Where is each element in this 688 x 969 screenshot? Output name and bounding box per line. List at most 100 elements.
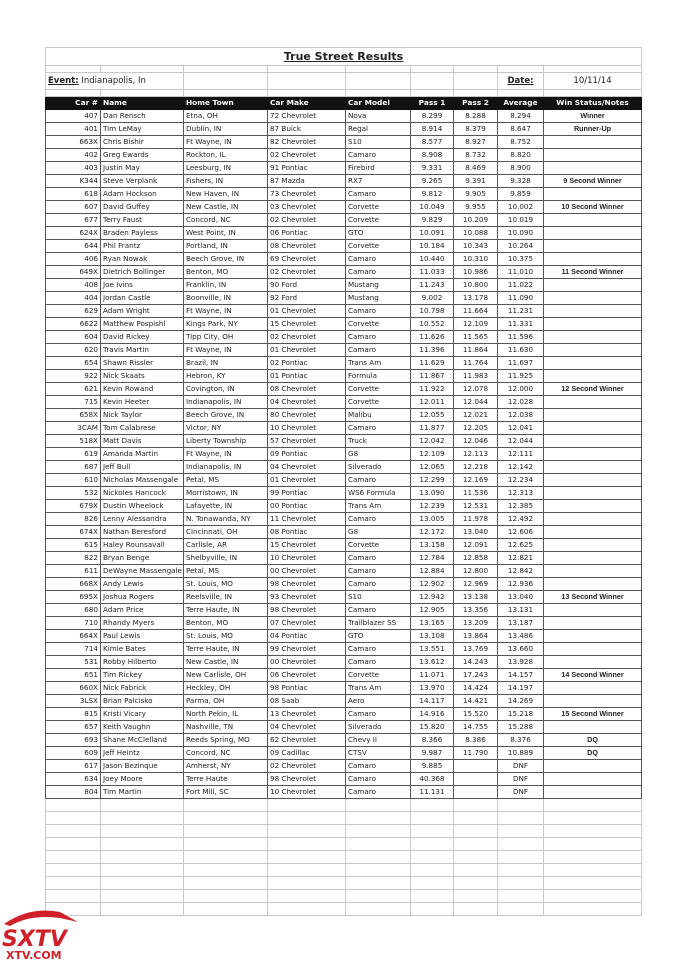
cell-average[interactable]: 12.313 <box>497 486 544 500</box>
cell-car-make[interactable]: 04 Pontiac <box>267 629 346 643</box>
cell-pass-1[interactable]: 13.005 <box>410 512 454 526</box>
cell-car-make[interactable]: 08 Saab <box>267 694 346 708</box>
cell-home-town[interactable]: Victor, NY <box>183 421 268 435</box>
cell-pass-1[interactable]: 11.033 <box>410 265 454 279</box>
cell-pass-1[interactable]: 40.368 <box>410 772 454 786</box>
cell-name[interactable]: DeWayne Massengale <box>100 564 184 578</box>
cell-notes[interactable] <box>542 304 643 318</box>
date-value[interactable]: 10/11/14 <box>542 72 643 90</box>
cell-pass-1[interactable]: 9.812 <box>410 187 454 201</box>
cell-car-number[interactable]: K344 <box>45 174 101 188</box>
cell-car-make[interactable]: 13 Chevrolet <box>267 707 346 721</box>
cell-car-number[interactable]: 615 <box>45 538 101 552</box>
cell-car-number[interactable]: 651 <box>45 668 101 682</box>
empty-cell[interactable] <box>100 837 184 851</box>
cell-home-town[interactable]: Petal, MS <box>183 564 268 578</box>
cell-car-model[interactable]: GTO <box>345 226 411 240</box>
cell-car-make[interactable]: 93 Chevrolet <box>267 590 346 604</box>
cell-average[interactable]: 13.928 <box>497 655 544 669</box>
cell-pass-2[interactable]: 13.769 <box>453 642 498 656</box>
cell-name[interactable]: Tim LeMay <box>100 122 184 136</box>
cell-car-make[interactable]: 98 Chevrolet <box>267 772 346 786</box>
cell-notes[interactable] <box>542 395 643 409</box>
cell-car-model[interactable]: Corvette <box>345 395 411 409</box>
cell-average[interactable]: 8.900 <box>497 161 544 175</box>
empty-cell[interactable] <box>497 798 544 812</box>
cell-car-make[interactable]: 11 Chevrolet <box>267 512 346 526</box>
cell-car-make[interactable]: 91 Pontiac <box>267 161 346 175</box>
cell-car-number[interactable]: 629 <box>45 304 101 318</box>
empty-cell[interactable] <box>497 837 544 851</box>
cell-notes[interactable] <box>542 460 643 474</box>
empty-cell[interactable] <box>542 850 643 864</box>
cell-pass-2[interactable]: 14.243 <box>453 655 498 669</box>
cell-name[interactable]: Matthew Pospishl <box>100 317 184 331</box>
cell-name[interactable]: Kevin Rowand <box>100 382 184 396</box>
cell-notes[interactable] <box>542 512 643 526</box>
cell-car-number[interactable]: 604 <box>45 330 101 344</box>
cell-notes[interactable] <box>542 291 643 305</box>
cell-car-model[interactable]: Camaro <box>345 187 411 201</box>
empty-cell[interactable] <box>453 863 498 877</box>
cell-pass-1[interactable]: 10.184 <box>410 239 454 253</box>
cell-average[interactable]: 12.028 <box>497 395 544 409</box>
cell-car-number[interactable]: 3CAM <box>45 421 101 435</box>
cell-pass-1[interactable]: 12.172 <box>410 525 454 539</box>
cell-home-town[interactable]: Ft Wayne, IN <box>183 343 268 357</box>
cell-notes[interactable] <box>542 616 643 630</box>
cell-notes[interactable] <box>542 213 643 227</box>
cell-notes[interactable] <box>542 655 643 669</box>
cell-pass-1[interactable]: 11.877 <box>410 421 454 435</box>
cell-pass-2[interactable] <box>453 772 498 786</box>
cell-car-model[interactable]: Silverado <box>345 720 411 734</box>
col-pass-1[interactable]: Pass 1 <box>410 96 454 110</box>
cell-name[interactable]: Chris Bishir <box>100 135 184 149</box>
cell-name[interactable]: Kimie Bates <box>100 642 184 656</box>
cell-home-town[interactable]: Terre Haute <box>183 772 268 786</box>
cell-average[interactable]: 12.111 <box>497 447 544 461</box>
empty-cell[interactable] <box>542 798 643 812</box>
cell-car-model[interactable]: Camaro <box>345 330 411 344</box>
cell-car-number[interactable]: 714 <box>45 642 101 656</box>
cell-pass-2[interactable]: 14.424 <box>453 681 498 695</box>
cell-pass-2[interactable]: 11.764 <box>453 356 498 370</box>
cell-notes[interactable]: 11 Second Winner <box>542 265 643 279</box>
empty-cell[interactable] <box>345 876 411 890</box>
cell-car-model[interactable]: Camaro <box>345 304 411 318</box>
cell-car-number[interactable]: 621 <box>45 382 101 396</box>
cell-average[interactable]: 13.187 <box>497 616 544 630</box>
cell-average[interactable]: DNF <box>497 772 544 786</box>
cell-notes[interactable]: 15 Second Winner <box>542 707 643 721</box>
cell-average[interactable]: 8.752 <box>497 135 544 149</box>
cell-notes[interactable] <box>542 252 643 266</box>
cell-home-town[interactable]: Cincinnati, OH <box>183 525 268 539</box>
cell-pass-1[interactable]: 12.109 <box>410 447 454 461</box>
cell-notes[interactable] <box>542 135 643 149</box>
cell-car-model[interactable]: Trans Am <box>345 356 411 370</box>
cell-car-model[interactable]: Camaro <box>345 603 411 617</box>
cell-car-model[interactable]: Corvette <box>345 213 411 227</box>
cell-home-town[interactable]: New Castle, IN <box>183 655 268 669</box>
cell-car-number[interactable]: 408 <box>45 278 101 292</box>
cell-home-town[interactable]: Indianapolis, IN <box>183 460 268 474</box>
empty-cell[interactable] <box>453 850 498 864</box>
cell-name[interactable]: Adam Price <box>100 603 184 617</box>
cell-notes[interactable]: 9 Second Winner <box>542 174 643 188</box>
cell-average[interactable]: 10.002 <box>497 200 544 214</box>
empty-cell[interactable] <box>45 811 101 825</box>
cell-car-model[interactable]: WS6 Formula <box>345 486 411 500</box>
cell-notes[interactable] <box>542 759 643 773</box>
cell-car-make[interactable]: 01 Chevrolet <box>267 473 346 487</box>
cell-car-make[interactable]: 02 Chevrolet <box>267 213 346 227</box>
cell-notes[interactable]: DQ <box>542 733 643 747</box>
cell-car-make[interactable]: 02 Chevrolet <box>267 759 346 773</box>
cell-car-model[interactable]: Corvette <box>345 668 411 682</box>
cell-notes[interactable]: 10 Second Winner <box>542 200 643 214</box>
cell-car-make[interactable]: 01 Chevrolet <box>267 343 346 357</box>
cell-notes[interactable] <box>542 187 643 201</box>
cell-pass-2[interactable]: 8.927 <box>453 135 498 149</box>
cell-name[interactable]: Justin May <box>100 161 184 175</box>
cell-home-town[interactable]: Ft Wayne, IN <box>183 135 268 149</box>
cell-pass-2[interactable]: 12.531 <box>453 499 498 513</box>
cell-home-town[interactable]: Morristown, IN <box>183 486 268 500</box>
